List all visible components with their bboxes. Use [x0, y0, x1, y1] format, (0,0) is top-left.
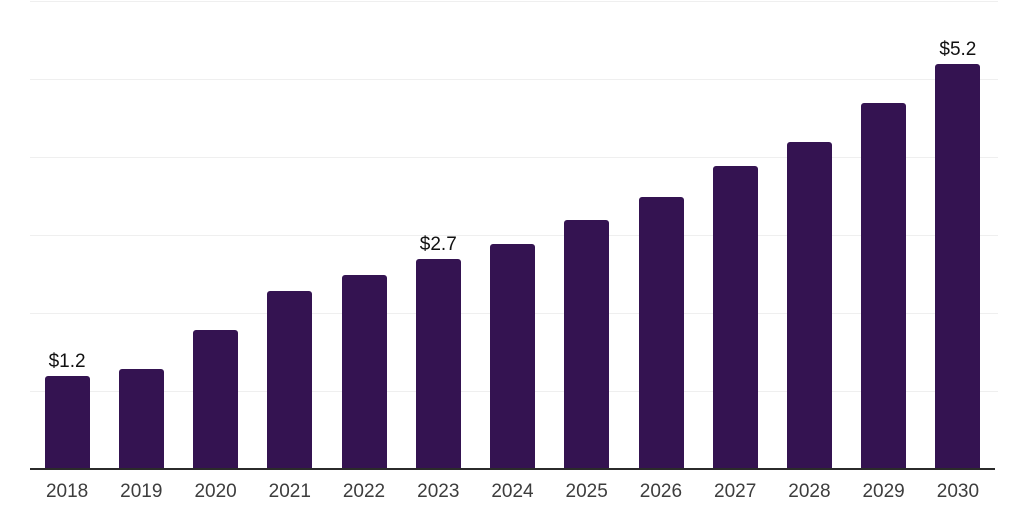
x-axis-line: [30, 468, 995, 470]
bar-2028: [786, 142, 832, 468]
bar-2025: [564, 220, 610, 468]
bar-2027: [712, 166, 758, 468]
bar-2018: [44, 376, 90, 468]
x-tick-2030: 2030: [936, 481, 980, 502]
data-label-2018: $1.2: [48, 351, 86, 372]
gridline-6: [30, 1, 998, 2]
bar-2024: [490, 244, 535, 468]
x-tick-2026: 2026: [639, 481, 683, 502]
x-tick-2020: 2020: [194, 481, 237, 502]
x-tick-2027: 2027: [714, 481, 757, 502]
bar-2022: [341, 275, 387, 468]
bar-2020: [193, 330, 239, 468]
bar-2021: [267, 291, 313, 468]
bar-2023: [415, 259, 461, 468]
gridline-5: [30, 79, 998, 80]
gridline-4: [30, 157, 998, 158]
x-tick-2023: 2023: [417, 481, 460, 502]
x-tick-2025: 2025: [565, 481, 608, 502]
x-tick-2022: 2022: [342, 481, 386, 502]
bar-2026: [638, 197, 684, 468]
bar-2029: [861, 103, 907, 468]
x-tick-2019: 2019: [120, 481, 163, 502]
bar-2019: [118, 369, 164, 468]
x-tick-2029: 2029: [862, 481, 905, 502]
bar-2030: [935, 64, 981, 468]
x-tick-2018: 2018: [45, 481, 89, 502]
x-tick-2024: 2024: [491, 481, 534, 502]
data-label-2023: $2.7: [419, 234, 457, 255]
x-tick-2021: 2021: [268, 481, 311, 502]
x-tick-2028: 2028: [788, 481, 831, 502]
data-label-2030: $5.2: [939, 39, 977, 60]
gridline-3: [30, 235, 998, 236]
